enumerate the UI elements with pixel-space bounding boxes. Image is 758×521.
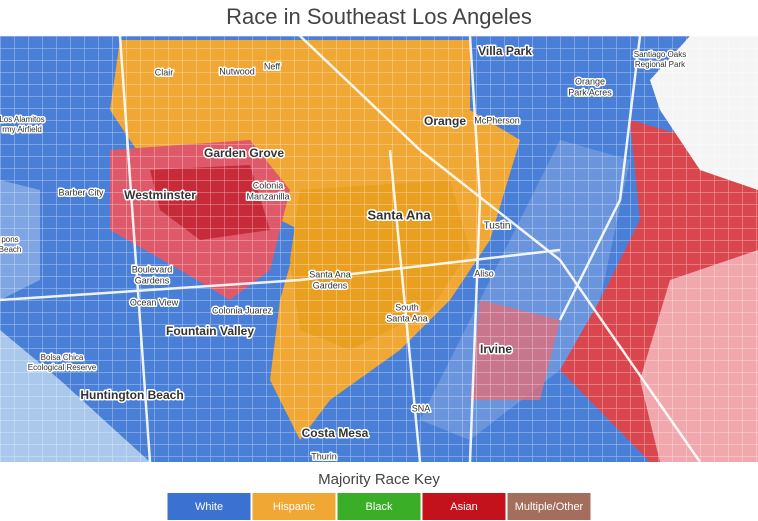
legend-label: White (195, 501, 223, 513)
place-label: Neff (264, 61, 281, 71)
place-label: McPherson (474, 115, 520, 125)
place-label: Beach (0, 245, 21, 254)
legend-label: Hispanic (273, 501, 316, 513)
place-label: Clair (155, 67, 174, 77)
legend: White Hispanic Black Asian Multiple/Other (167, 493, 591, 520)
place-label: Manzanilla (246, 191, 289, 201)
place-label: pons (1, 235, 18, 244)
place-label: Santa Ana (309, 269, 351, 279)
place-label: Gardens (313, 280, 348, 290)
legend-swatch (167, 493, 251, 520)
place-label: Barber City (58, 187, 104, 197)
place-label: Boulevard (132, 264, 173, 274)
legend-swatch (252, 493, 336, 520)
place-label: rmy Airfield (2, 125, 42, 134)
legend-label: Asian (450, 501, 478, 513)
place-label: Los Alamitos (0, 115, 45, 124)
place-label: South (395, 302, 419, 312)
place-label: Costa Mesa (302, 426, 369, 440)
place-label: Huntington Beach (80, 388, 183, 402)
place-label: Orange (575, 76, 605, 86)
place-label: Garden Grove (204, 146, 284, 160)
legend-label: Black (366, 501, 393, 513)
place-label: Colonia (253, 180, 284, 190)
legend-label: Multiple/Other (515, 501, 584, 513)
title: Race in Southeast Los Angeles (226, 4, 532, 29)
place-label: Westminster (124, 188, 196, 202)
place-label: Bolsa Chica (41, 353, 84, 362)
place-label: Villa Park (478, 44, 532, 58)
place-labels: Villa Park Clair Nutwood Neff Santiago OaksR… (0, 43, 688, 463)
place-label: Nutwood (219, 66, 255, 76)
legend-swatch (422, 493, 506, 520)
place-label: Colonia Juarez (212, 305, 273, 315)
legend-swatch (337, 493, 421, 520)
place-label: Gardens (135, 275, 170, 285)
place-label: Santa Ana (386, 313, 428, 323)
place-label: Orange (424, 114, 466, 128)
legend-swatch (507, 493, 591, 520)
place-label: Park Acres (568, 87, 612, 97)
place-label: Fountain Valley (166, 324, 254, 338)
place-label: Santiago Oaks (634, 50, 686, 59)
place-label: Regional Park (635, 60, 686, 69)
place-label: Santa Ana (367, 207, 431, 222)
place-label: Ecological Reserve (28, 363, 97, 372)
place-label: Tustin (484, 221, 511, 232)
legend-title: Majority Race Key (318, 471, 440, 488)
map (0, 36, 758, 462)
place-label: Ocean View (130, 297, 179, 307)
place-label: Aliso (474, 268, 494, 278)
place-label: Irvine (480, 342, 512, 356)
place-label: Thurin (311, 451, 337, 461)
place-label: SNA (412, 403, 431, 413)
